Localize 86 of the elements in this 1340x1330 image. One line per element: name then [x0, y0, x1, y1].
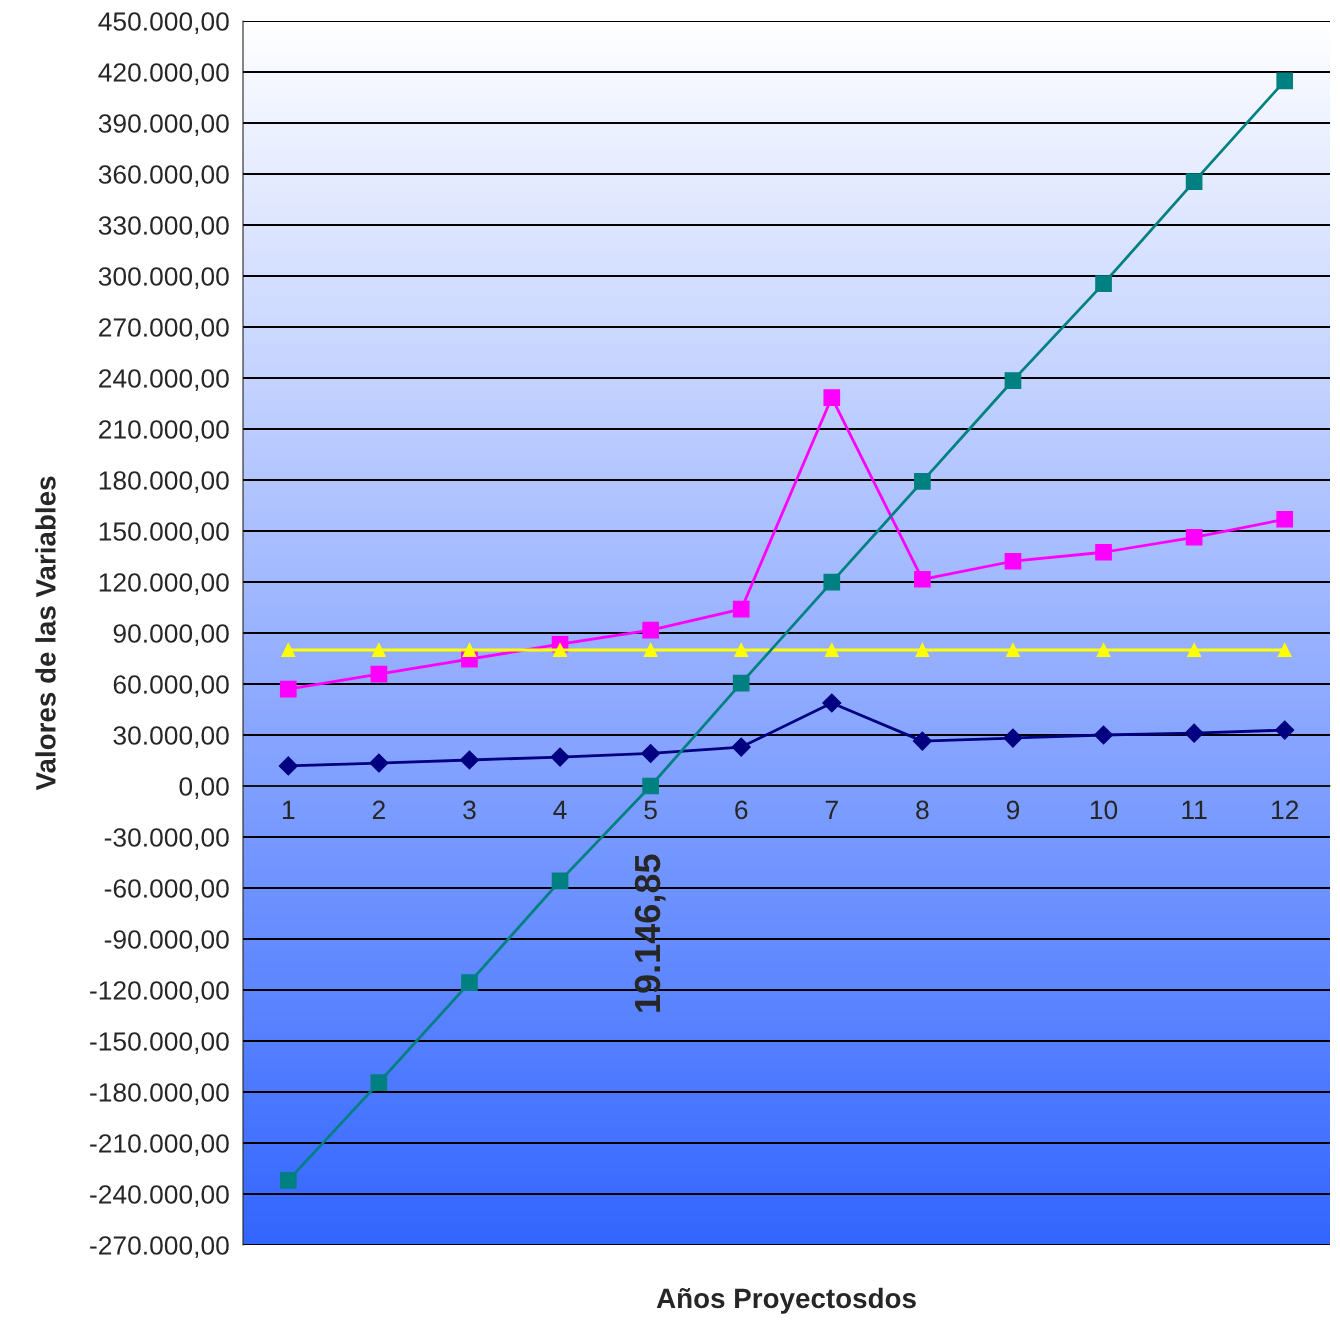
point — [371, 643, 386, 657]
point — [462, 643, 477, 657]
x-tick-label: 1 — [282, 800, 295, 820]
point — [279, 680, 297, 698]
x-tick-label: 8 — [916, 800, 929, 820]
y-tick-label: -30.000,00 — [104, 828, 229, 850]
point — [1276, 72, 1294, 90]
y-tick-label: 180.000,00 — [99, 471, 229, 493]
point — [553, 643, 567, 657]
point — [824, 643, 839, 657]
point — [459, 750, 479, 770]
point — [1095, 543, 1112, 561]
point — [1185, 173, 1203, 190]
point — [369, 753, 389, 773]
point — [1185, 528, 1203, 546]
point — [1004, 372, 1022, 389]
x-tick-label: 7 — [825, 800, 838, 820]
y-tick-label: 120.000,00 — [99, 573, 229, 595]
y-tick-label: -270.000,00 — [90, 1236, 229, 1258]
y-tick-label: 360.000,00 — [98, 165, 229, 187]
point — [1004, 552, 1022, 570]
y-tick-label: -150.000,00 — [90, 1032, 229, 1054]
annotation: 19.146,85 — [634, 854, 666, 1012]
y-tick-label: 390.000,00 — [98, 114, 229, 136]
point — [1094, 725, 1114, 745]
point — [461, 974, 478, 992]
y-tick-label: -180.000,00 — [90, 1083, 229, 1105]
point — [732, 600, 750, 618]
point — [1187, 643, 1202, 657]
point — [731, 737, 751, 757]
x-tick-label: 11 — [1182, 800, 1207, 820]
y-tick-label: 240.000,00 — [99, 369, 229, 391]
point — [1096, 643, 1111, 657]
point — [551, 872, 569, 890]
point — [1006, 643, 1020, 657]
x-axis-title: Años Proyectosdos — [656, 1287, 916, 1314]
y-tick-label: -120.000,00 — [90, 981, 229, 1003]
point — [914, 473, 931, 490]
y-tick-label: 300.000,00 — [98, 267, 229, 289]
x-tick-label: 6 — [735, 800, 748, 820]
point — [370, 1074, 388, 1091]
point — [1095, 275, 1112, 292]
point — [732, 674, 750, 692]
x-tick-label: 2 — [372, 800, 385, 820]
point — [550, 747, 570, 767]
y-axis-title: Valores de las Variables — [35, 476, 56, 791]
point — [278, 756, 298, 776]
y-tick-label: 30.000,00 — [113, 726, 229, 748]
x-tick-label: 10 — [1090, 800, 1118, 820]
point — [915, 643, 930, 657]
point — [370, 665, 388, 683]
x-tick-label: 9 — [1006, 800, 1020, 820]
point — [1276, 510, 1294, 528]
point — [734, 643, 749, 657]
y-tick-label: -240.000,00 — [90, 1185, 229, 1207]
point — [643, 643, 658, 657]
y-tick-label: 270.000,00 — [99, 318, 229, 340]
point — [279, 1172, 297, 1189]
point — [642, 777, 659, 795]
point — [823, 389, 841, 406]
y-tick-label: -60.000,00 — [104, 879, 229, 901]
point — [1277, 643, 1292, 657]
x-tick-label: 12 — [1272, 800, 1299, 820]
point — [641, 743, 661, 763]
y-tick-label: 330.000,00 — [98, 216, 229, 238]
y-tick-label: 60.000,00 — [113, 675, 229, 697]
point — [1275, 720, 1295, 740]
x-tick-label: 3 — [463, 800, 476, 820]
point — [1003, 728, 1023, 748]
x-tick-label: 5 — [644, 800, 657, 820]
y-tick-label: 0,00 — [179, 777, 229, 799]
point — [281, 643, 296, 657]
y-tick-label: 420.000,00 — [98, 63, 229, 85]
point — [912, 731, 932, 751]
y-tick-label: 450.000,00 — [98, 12, 229, 34]
y-tick-label: -90.000,00 — [104, 930, 229, 952]
point — [914, 570, 931, 588]
point — [822, 693, 842, 713]
y-tick-label: 210.000,00 — [99, 420, 229, 442]
point — [642, 621, 659, 639]
point — [1184, 723, 1204, 743]
point — [823, 573, 841, 591]
y-tick-label: 90.000,00 — [113, 624, 229, 646]
y-tick-label: 150.000,00 — [99, 522, 229, 544]
x-tick-label: 4 — [553, 800, 567, 820]
y-tick-label: -210.000,00 — [90, 1134, 229, 1156]
